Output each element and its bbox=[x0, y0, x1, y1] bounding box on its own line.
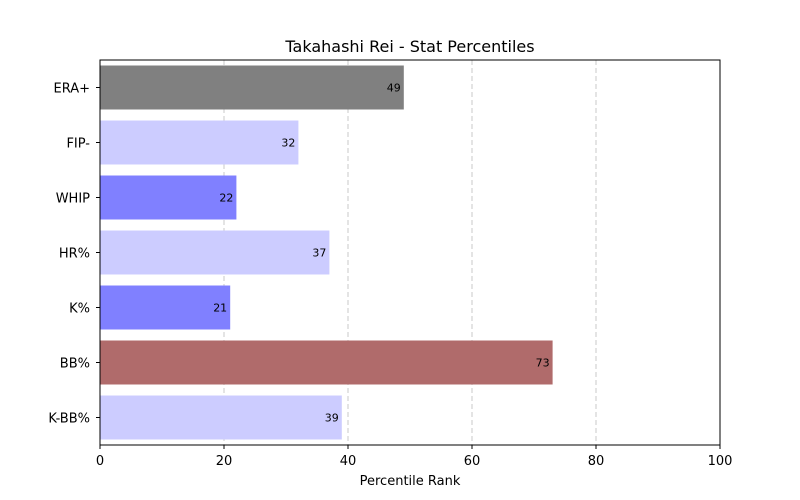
bar-value-label: 32 bbox=[281, 137, 295, 150]
bar-value-labels: 49 32 22 37 21 73 39 bbox=[213, 82, 549, 425]
x-tick-label: 20 bbox=[216, 454, 233, 469]
bar-value-label: 49 bbox=[387, 82, 401, 95]
bar-value-label: 21 bbox=[213, 302, 227, 315]
y-tick-label: ERA+ bbox=[53, 82, 90, 97]
bars bbox=[100, 65, 553, 440]
x-axis-title: Percentile Rank bbox=[360, 474, 461, 489]
x-tick-label: 60 bbox=[464, 454, 481, 469]
y-tick-label: HR% bbox=[59, 247, 90, 262]
y-axis-ticks: ERA+ FIP- WHIP HR% K% BB% K-BB% bbox=[48, 82, 100, 427]
x-tick-label: 100 bbox=[708, 454, 733, 469]
bar-value-label: 22 bbox=[219, 192, 233, 205]
x-tick-label: 80 bbox=[588, 454, 605, 469]
bar-k bbox=[100, 285, 231, 330]
x-tick-label: 0 bbox=[96, 454, 104, 469]
bar-fip bbox=[100, 120, 299, 165]
y-tick-label: K% bbox=[69, 302, 90, 317]
y-tick-label: BB% bbox=[60, 357, 90, 372]
x-axis-ticks: 0 20 40 60 80 100 bbox=[96, 445, 733, 469]
bar-value-label: 39 bbox=[325, 412, 339, 425]
y-tick-label: WHIP bbox=[56, 192, 90, 207]
bar-hr bbox=[100, 230, 330, 275]
x-tick-label: 40 bbox=[340, 454, 357, 469]
bar-value-label: 37 bbox=[312, 247, 326, 260]
plot-frame bbox=[99, 59, 721, 446]
bar-value-label: 73 bbox=[536, 357, 550, 370]
bar-whip bbox=[100, 175, 237, 220]
y-tick-label: K-BB% bbox=[48, 412, 90, 427]
bar-era bbox=[100, 65, 404, 110]
bar-k-bb bbox=[100, 395, 342, 440]
chart-title: Takahashi Rei - Stat Percentiles bbox=[284, 37, 534, 56]
bar-bb bbox=[100, 340, 553, 385]
y-tick-label: FIP- bbox=[66, 137, 90, 152]
